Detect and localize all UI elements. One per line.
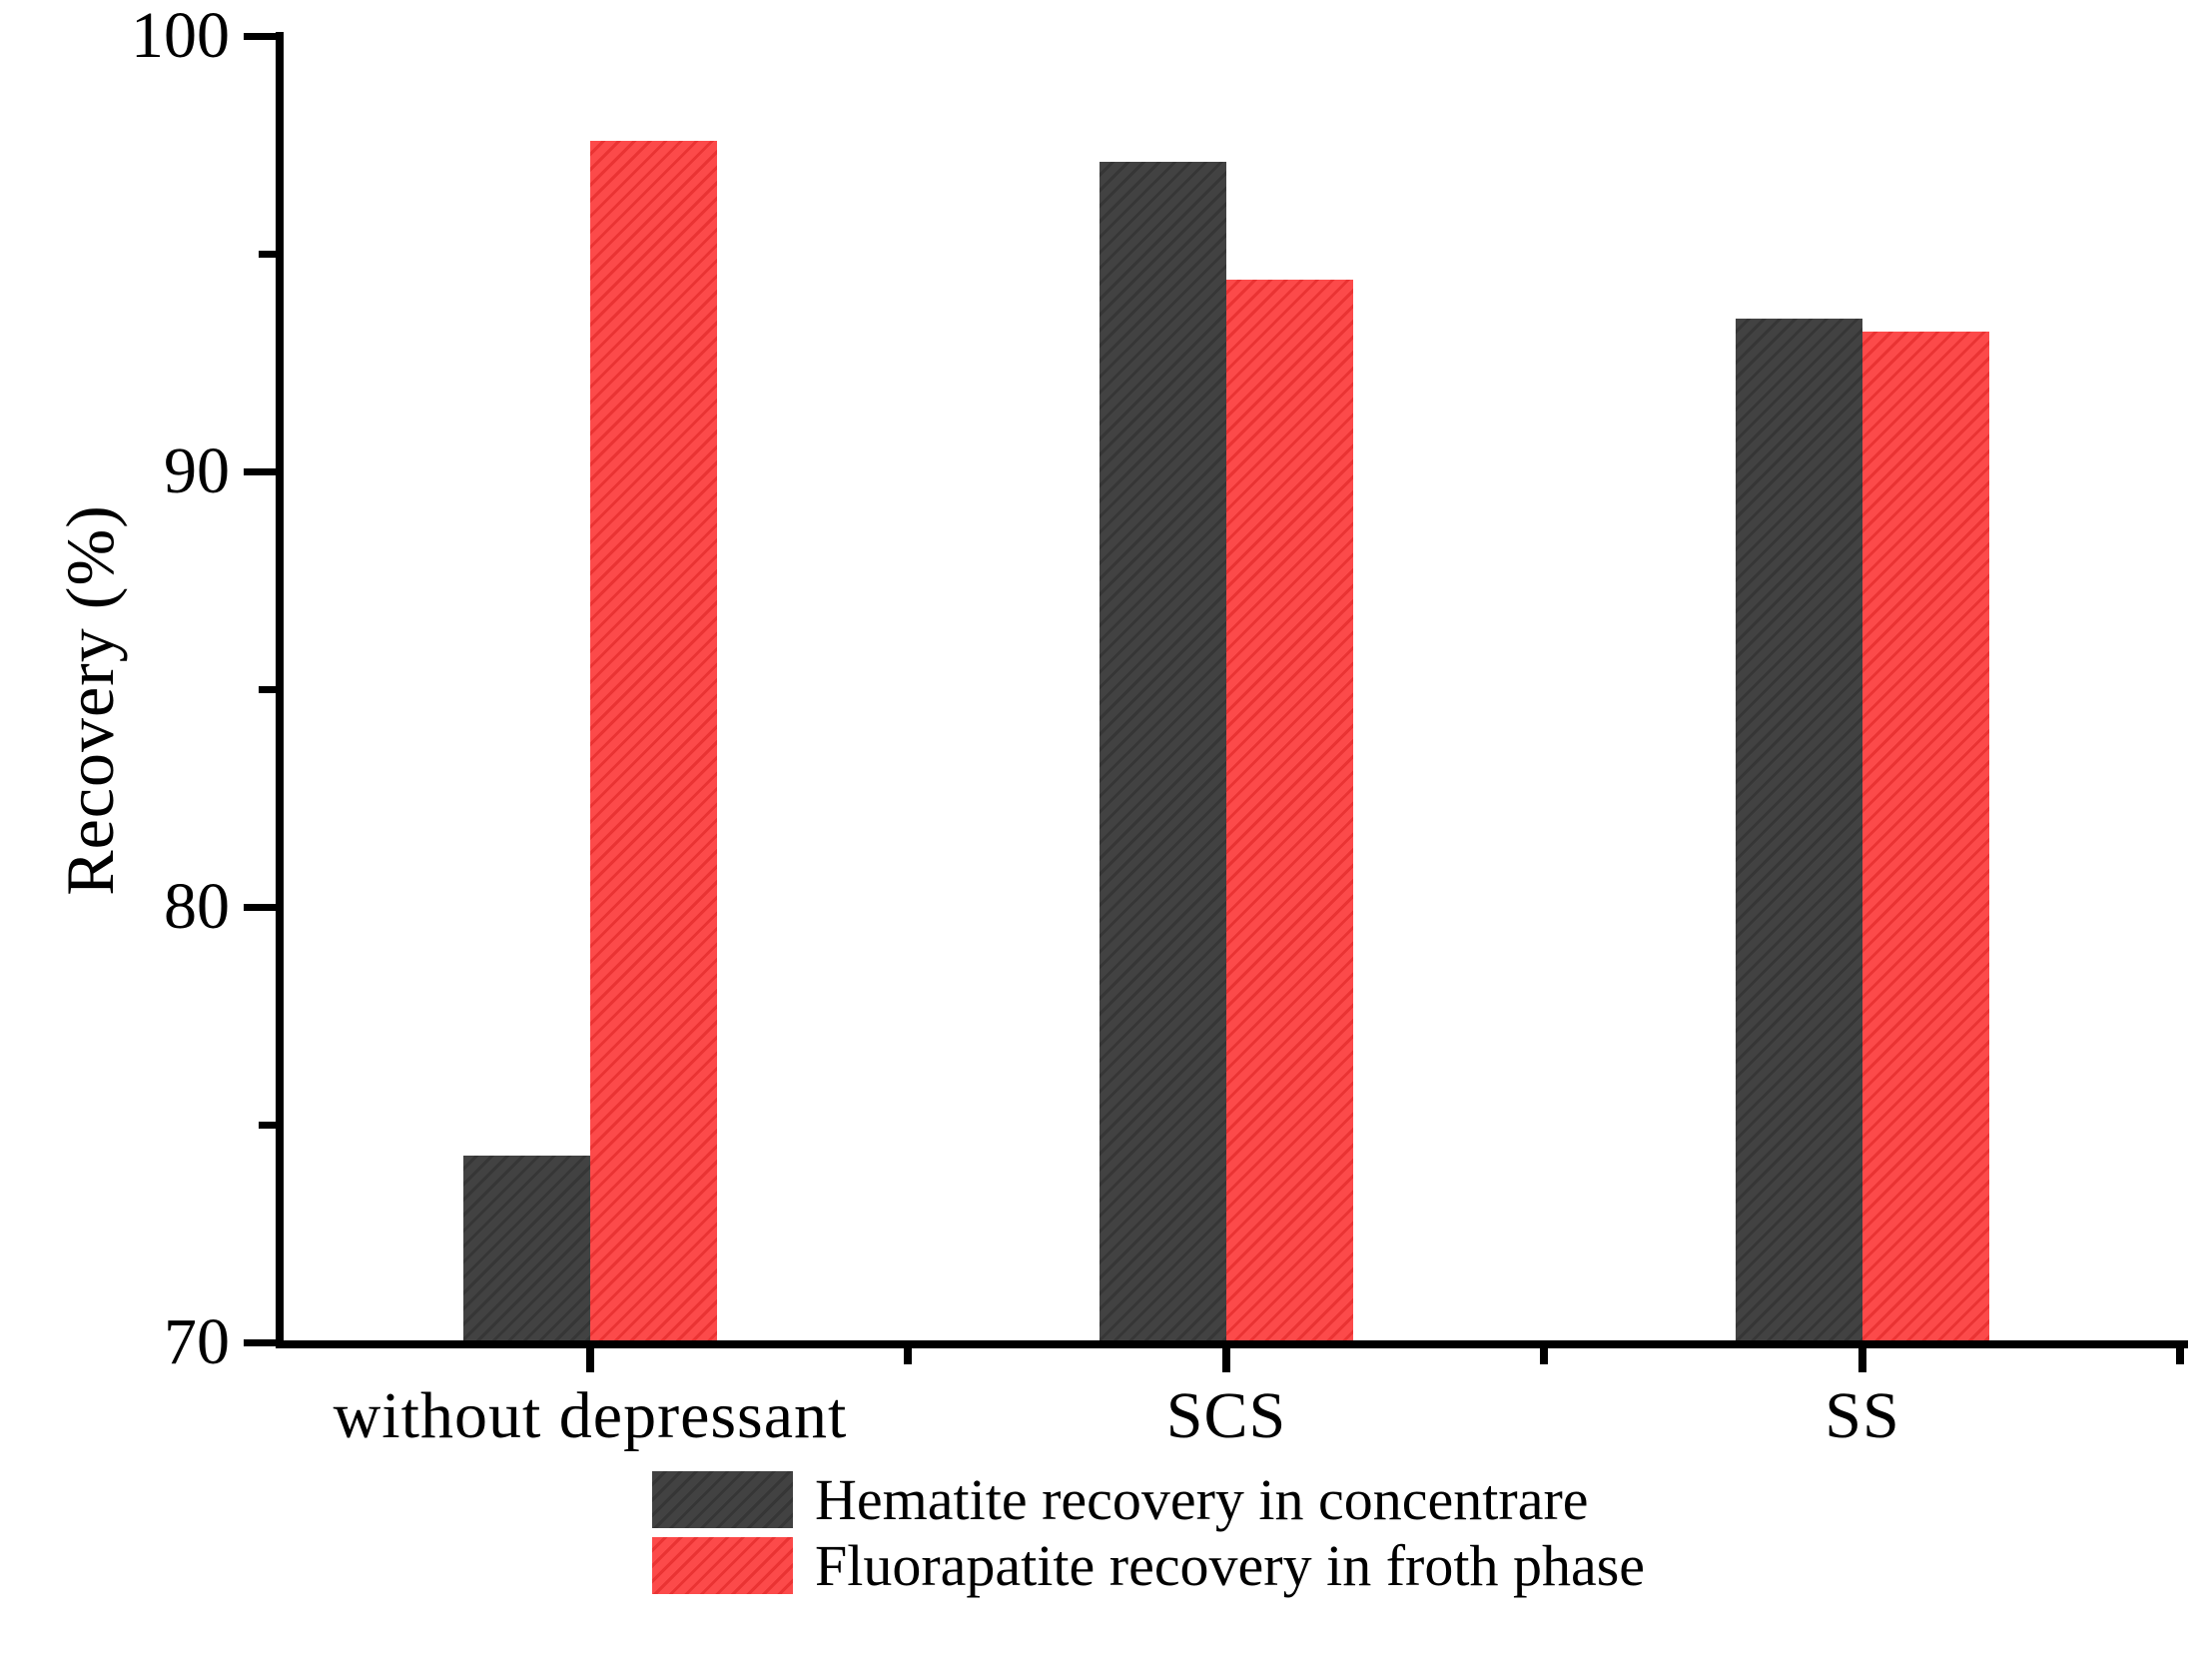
legend-swatch-fluorapatite xyxy=(652,1537,793,1594)
y-minor-tick xyxy=(259,686,276,693)
y-minor-tick xyxy=(259,1122,276,1129)
y-minor-tick xyxy=(259,251,276,258)
bar-fluorapatite xyxy=(1226,280,1353,1340)
legend-row: Fluorapatite recovery in froth phase xyxy=(652,1532,1646,1598)
legend-row: Hematite recovery in concentrare xyxy=(652,1466,1645,1532)
y-major-tick xyxy=(244,1339,276,1346)
bar-fluorapatite xyxy=(590,141,717,1340)
bar-hematite xyxy=(1100,162,1226,1340)
legend-label: Hematite recovery in concentrare xyxy=(815,1466,1589,1532)
category-label: SS xyxy=(1825,1379,1900,1452)
y-major-tick xyxy=(244,468,276,475)
y-major-tick xyxy=(244,904,276,911)
legend-label: Fluorapatite recovery in froth phase xyxy=(815,1532,1646,1598)
x-axis-line xyxy=(276,1340,2188,1348)
bar-hematite xyxy=(463,1156,590,1340)
y-major-tick xyxy=(244,33,276,40)
x-boundary-tick xyxy=(1540,1340,1548,1364)
bar-hematite xyxy=(1736,319,1862,1340)
category-label: SCS xyxy=(1165,1379,1287,1452)
y-tick-label: 90 xyxy=(164,434,230,507)
x-tick xyxy=(586,1344,594,1372)
category-label: without depressant xyxy=(333,1379,848,1452)
x-tick xyxy=(1858,1344,1866,1372)
y-axis-line xyxy=(276,32,284,1348)
legend-swatch-hematite xyxy=(652,1471,793,1528)
y-tick-label: 70 xyxy=(164,1305,230,1378)
x-boundary-tick xyxy=(2176,1340,2184,1364)
x-tick xyxy=(1222,1344,1230,1372)
y-tick-label: 80 xyxy=(164,870,230,943)
x-boundary-tick xyxy=(904,1340,912,1364)
legend: Hematite recovery in concentrare Fluorapa… xyxy=(652,1466,1646,1603)
bar-fluorapatite xyxy=(1862,332,1989,1340)
y-tick-label: 100 xyxy=(131,0,230,72)
